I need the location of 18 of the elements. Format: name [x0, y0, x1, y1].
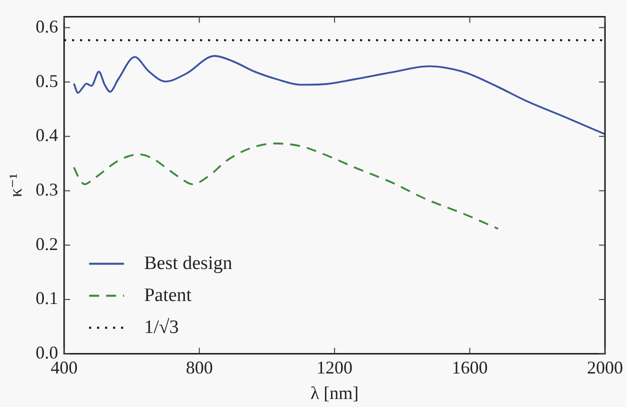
x-tick-label: 2000 — [587, 357, 623, 378]
y-tick-label: 0.6 — [36, 16, 58, 36]
x-tick-label: 1600 — [452, 357, 488, 378]
line-series — [73, 142, 500, 230]
legend-label: Best design — [144, 252, 233, 274]
y-tick-label: 0.0 — [36, 342, 58, 363]
line-series — [73, 55, 605, 136]
y-tick-label: 0.1 — [36, 288, 58, 308]
legend-label: Patent — [144, 284, 192, 306]
legend-label: 1/√3 — [144, 316, 179, 338]
y-tick-label: 0.2 — [36, 234, 58, 254]
x-tick-label: 1200 — [316, 357, 353, 378]
y-tick-label: 0.5 — [36, 70, 58, 91]
y-tick-label: 0.3 — [36, 179, 58, 200]
x-axis-title: λ [nm] — [310, 382, 359, 403]
y-axis-title: κ⁻¹ — [6, 173, 26, 198]
x-tick-label: 800 — [186, 357, 213, 378]
y-tick-label: 0.4 — [36, 125, 58, 146]
